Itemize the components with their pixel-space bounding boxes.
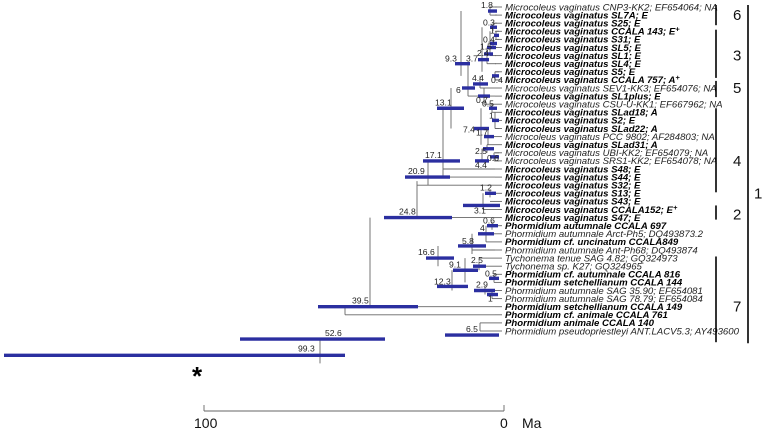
- tip-label: Microcoleus vaginatus S44; E: [505, 172, 641, 183]
- tip-label: Phormidium setchellianum CCALA 144: [505, 278, 683, 289]
- tip-label: Tychonema sp. K27; GQ324965: [505, 262, 643, 273]
- node-age-label: 4.4: [475, 160, 487, 170]
- node-age-label: 0.6: [487, 153, 499, 163]
- clade-number: 7: [733, 299, 741, 316]
- node-age-label: 1: [489, 110, 494, 120]
- tip-label: Phormidium autumnale Ant-Ph68; DQ493874: [505, 245, 698, 256]
- node-age-label: 16.6: [418, 247, 435, 257]
- node-age-label: 9.1: [449, 259, 461, 269]
- node-age-label: 1: [488, 294, 493, 304]
- tip-label: Microcoleus vaginatus SL1plus; E: [505, 91, 661, 102]
- tip-label: Microcoleus vaginatus S5; E: [505, 67, 636, 78]
- tip-label: Microcoleus vaginatus S47; E: [505, 213, 641, 224]
- node-age-label: 2.9: [476, 280, 488, 290]
- tip-label: Microcoleus vaginatus PCC 9802; AF284803…: [505, 132, 715, 143]
- node-age-label: 0.5: [485, 268, 497, 278]
- tip-label: Microcoleus vaginatus CCALA152; E+: [505, 203, 678, 216]
- node-age-label: 1.2: [480, 182, 492, 192]
- tip-label: Microcoleus vaginatus CSU-U-KK1; EF66796…: [505, 100, 723, 111]
- tip-label: Microcoleus vaginatus SL4; E: [505, 59, 642, 70]
- tip-label: Phormidium autumnale Arct-Ph5; DQ493873.…: [505, 229, 704, 240]
- tip-label: Microcoleus vaginatus UBI-KK2; EF654079;…: [505, 148, 708, 159]
- node-age-label: 17.1: [425, 150, 442, 160]
- node-age-label: 99.3: [298, 343, 315, 353]
- tip-label: Tychonema tenue SAG 4.82; GQ324973: [505, 253, 678, 264]
- node-age-label: 20.9: [408, 166, 425, 176]
- tip-label: Microcoleus vaginatus CCALA 143; E+: [505, 25, 680, 38]
- node-age-label: 1: [490, 25, 495, 35]
- tip-label: Phormidium cf. autumnale CCALA 816: [505, 270, 681, 281]
- tip-label: Phormidium cf. uncinatum CCALA849: [505, 237, 679, 248]
- node-age-label: 7.4: [463, 125, 475, 135]
- calibration-asterisk: *: [192, 361, 203, 391]
- node-age-label: 0.7: [476, 95, 488, 105]
- node-age-label: 6: [456, 85, 461, 95]
- node-age-label: 3.1: [474, 205, 486, 215]
- tip-label: Microcoleus vaginatus S25; E: [505, 19, 641, 30]
- clade-number: 1: [754, 185, 762, 202]
- node-age-label: 9.3: [445, 54, 457, 64]
- tip-label: Phormidium autumnale SAG 78.79; EF654084: [505, 294, 703, 305]
- tip-label: Microcoleus vaginatus CNP3-KK2; EF654064…: [505, 2, 718, 13]
- node-age-label: 2.5: [475, 146, 487, 156]
- node-age-label: 52.6: [325, 328, 342, 338]
- tip-label: Phormidium autumnale CCALA 697: [505, 221, 667, 232]
- tip-label: Microcoleus vaginatus SLad22; A: [505, 124, 658, 135]
- node-age-label: 0.4: [491, 75, 503, 85]
- node-age-label: 39.5: [352, 296, 369, 306]
- node-age-label: 5.8: [462, 236, 474, 246]
- node-age-label: 2.5: [471, 255, 483, 265]
- node-age-label: 13.1: [435, 97, 452, 107]
- tip-label: Microcoleus vaginatus S43; E: [505, 197, 641, 208]
- tip-label: Phormidium cf. animale CCALA 761: [505, 310, 668, 321]
- node-age-label: 4: [480, 223, 485, 233]
- axis-unit-label: Ma: [522, 415, 542, 430]
- node-age-label: 0.4: [483, 34, 495, 44]
- node-age-label: 24.8: [399, 207, 416, 217]
- node-age-label: 2.4: [477, 48, 489, 58]
- tip-label: Microcoleus vaginatus S48; E: [505, 164, 641, 175]
- axis-tick-label: 0: [500, 415, 508, 430]
- tip-label: Microcoleus vaginatus SL7A; E: [505, 10, 648, 21]
- tip-label: Microcoleus vaginatus SL5; E: [505, 43, 642, 54]
- tip-label: Phormidium autumnale SAG 35.90; EF654081: [505, 286, 703, 297]
- node-age-label: 4.4: [472, 73, 484, 83]
- tip-label: Phormidium setchellianum CCALA 149: [505, 302, 683, 313]
- node-age-label: 1.5: [480, 42, 492, 52]
- tip-label: Microcoleus vaginatus S13; E: [505, 189, 641, 200]
- tip-label: Microcoleus vaginatus SL1; E: [505, 51, 642, 62]
- clade-number: 6: [733, 7, 741, 24]
- node-age-label: 3.7: [466, 54, 478, 64]
- axis-tick-label: 100: [194, 415, 218, 430]
- tip-label: Phormidium animale CCALA 140: [505, 318, 655, 329]
- tip-label: Microcoleus vaginatus SEV1-KK3; EF654076…: [505, 83, 717, 94]
- tip-label: Microcoleus vaginatus S32; E: [505, 181, 641, 192]
- tip-label: Microcoleus vaginatus S2; E: [505, 116, 636, 127]
- tip-label: Microcoleus vaginatus SRS1-KK2; EF654078…: [505, 156, 717, 167]
- node-age-label: 0.6: [483, 216, 495, 226]
- node-age-label: 1.7: [476, 128, 488, 138]
- node-age-label: 6.5: [466, 324, 478, 334]
- clade-number: 5: [733, 80, 741, 97]
- clade-number: 2: [733, 206, 741, 223]
- tip-label: Microcoleus vaginatus CCALA 757; A+: [505, 73, 680, 86]
- clade-number: 3: [733, 48, 741, 65]
- clade-number: 4: [733, 153, 741, 170]
- node-age-label: 0.5: [482, 98, 494, 108]
- node-age-label: 0.3: [483, 17, 495, 27]
- node-age-label: 12.3: [434, 276, 451, 286]
- node-age-label: 1.8: [481, 0, 493, 10]
- tip-label: Phormidium pseudopriestleyi ANT.LACV5.3;…: [505, 326, 740, 337]
- tip-label: Microcoleus vaginatus S31; E: [505, 35, 641, 46]
- tip-label: Microcoleus vaginatus SLad18; A: [505, 108, 658, 119]
- tip-label: Microcoleus vaginatus SLad31; A: [505, 140, 658, 151]
